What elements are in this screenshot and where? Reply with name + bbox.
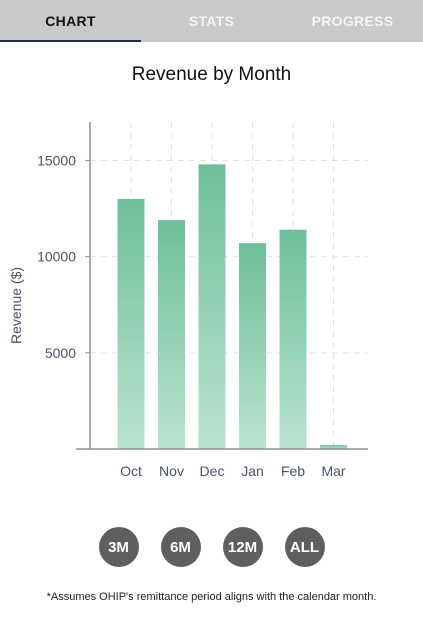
revenue-chart: 5000 10000 15000 Oct Nov Dec Jan Feb Mar Revenue …	[8, 122, 368, 479]
range-all-button[interactable]: ALL	[284, 527, 325, 567]
bar-oct[interactable]	[117, 198, 145, 449]
range-selector: 3M 6M 12M ALL	[0, 527, 423, 567]
x-tick-label: Dec	[200, 463, 225, 479]
footnote: *Assumes OHIP's remittance period aligns…	[46, 591, 377, 603]
x-tick-label: Oct	[120, 463, 142, 479]
axis-labels: 5000 10000 15000 Oct Nov Dec Jan Feb Mar Revenue …	[8, 152, 346, 479]
tab-progress[interactable]: PROGRESS	[311, 13, 394, 29]
range-3m-button[interactable]: 3M	[98, 527, 139, 567]
x-tick-label: Jan	[241, 463, 264, 479]
bar-nov[interactable]	[158, 220, 185, 449]
bars	[117, 164, 347, 450]
range-12m-button[interactable]: 12M	[222, 527, 263, 567]
y-tick-label: 5000	[45, 345, 76, 361]
y-tick-label: 10000	[37, 249, 76, 265]
bar-feb[interactable]	[279, 229, 307, 449]
tab-bar: CHART STATS PROGRESS	[0, 0, 423, 42]
chart-title: Revenue by Month	[131, 64, 292, 85]
x-tick-label: Nov	[159, 463, 184, 479]
bar-mar[interactable]	[320, 445, 347, 449]
bar-jan[interactable]	[239, 243, 266, 449]
range-6m-button[interactable]: 6M	[160, 527, 201, 567]
bar-dec[interactable]	[198, 164, 226, 450]
tab-stats[interactable]: STATS	[188, 13, 235, 29]
y-axis-label: Revenue ($)	[8, 267, 24, 344]
x-tick-label: Feb	[281, 463, 305, 479]
axes	[76, 122, 368, 450]
y-tick-label: 15000	[37, 152, 76, 168]
x-tick-label: Mar	[321, 463, 345, 479]
tab-chart[interactable]: CHART	[0, 0, 141, 42]
